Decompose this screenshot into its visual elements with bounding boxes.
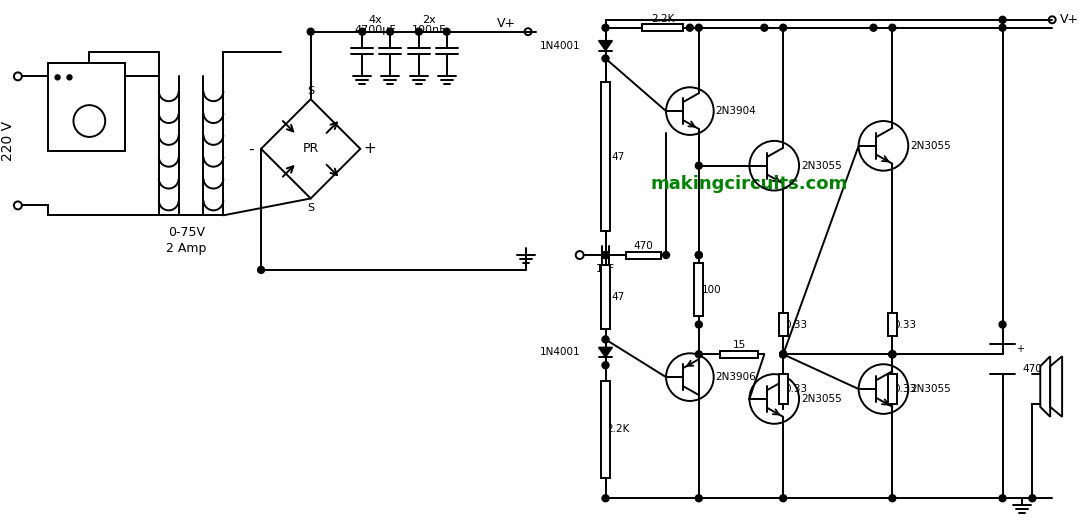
Circle shape: [602, 252, 609, 258]
Text: 0.33: 0.33: [784, 319, 808, 330]
Text: 2N3055: 2N3055: [911, 384, 951, 394]
Circle shape: [780, 351, 787, 358]
Bar: [888, 313, 897, 336]
Text: -: -: [248, 141, 254, 157]
Text: 2N3055: 2N3055: [911, 141, 951, 151]
Circle shape: [999, 321, 1006, 328]
Circle shape: [308, 28, 314, 35]
Circle shape: [55, 75, 60, 80]
Circle shape: [695, 351, 702, 358]
Text: 2N3055: 2N3055: [801, 161, 842, 171]
Circle shape: [67, 75, 72, 80]
Text: 15: 15: [733, 341, 746, 350]
Circle shape: [602, 55, 609, 62]
Text: 2N3904: 2N3904: [715, 106, 756, 116]
Circle shape: [686, 24, 694, 31]
Text: 0-75V: 0-75V: [168, 226, 205, 239]
Circle shape: [258, 266, 264, 274]
Bar: [779, 374, 788, 404]
Circle shape: [695, 162, 702, 169]
Circle shape: [780, 351, 787, 358]
Text: 2N3906: 2N3906: [715, 372, 756, 382]
Circle shape: [780, 495, 787, 502]
Text: 4x: 4x: [368, 15, 382, 25]
Polygon shape: [1050, 356, 1062, 417]
Text: makingcircuits.com: makingcircuits.com: [651, 175, 848, 192]
Circle shape: [695, 252, 702, 258]
Circle shape: [870, 24, 877, 31]
Circle shape: [695, 495, 702, 502]
Circle shape: [889, 495, 896, 502]
Circle shape: [999, 24, 1006, 31]
Bar: [695, 263, 704, 316]
Bar: [47, 63, 125, 151]
Bar: [642, 24, 683, 31]
Text: 2.2K: 2.2K: [606, 424, 630, 434]
Circle shape: [602, 252, 609, 258]
Circle shape: [761, 24, 768, 31]
Text: 1μF: 1μF: [596, 264, 615, 274]
Bar: [888, 374, 897, 404]
Text: +: +: [364, 141, 377, 157]
Bar: [626, 252, 660, 258]
Text: 100nF: 100nF: [411, 25, 446, 35]
Text: 220 V: 220 V: [1, 121, 15, 161]
Polygon shape: [599, 41, 613, 50]
Text: 1N4001: 1N4001: [541, 347, 581, 357]
Circle shape: [386, 28, 394, 35]
Bar: [601, 265, 610, 329]
Circle shape: [889, 351, 896, 358]
Text: PR: PR: [302, 142, 318, 155]
Text: 470: 470: [633, 241, 653, 251]
Text: 4700μF: 4700μF: [1023, 364, 1061, 374]
Bar: [720, 351, 759, 358]
Text: 2.2K: 2.2K: [651, 14, 674, 24]
Text: 2 Amp: 2 Amp: [166, 242, 207, 255]
Circle shape: [443, 28, 450, 35]
Circle shape: [889, 24, 896, 31]
Circle shape: [602, 24, 609, 31]
Text: 2N3055: 2N3055: [801, 394, 842, 404]
Circle shape: [415, 28, 422, 35]
Text: +: +: [1041, 370, 1049, 379]
Text: 47: 47: [612, 292, 625, 302]
Circle shape: [889, 351, 896, 358]
Text: S: S: [308, 203, 314, 213]
Circle shape: [602, 495, 609, 502]
Text: 1N4001: 1N4001: [541, 41, 581, 50]
Text: 0.33: 0.33: [784, 384, 808, 394]
Bar: [779, 313, 788, 336]
Bar: [601, 82, 610, 231]
Text: 100: 100: [702, 285, 722, 295]
Circle shape: [359, 28, 366, 35]
Text: S: S: [308, 86, 314, 96]
Circle shape: [602, 362, 609, 369]
Text: V+: V+: [497, 17, 516, 30]
Text: 4700μF: 4700μF: [354, 25, 396, 35]
Bar: [601, 381, 610, 478]
Circle shape: [780, 351, 787, 358]
Circle shape: [1029, 495, 1036, 502]
Circle shape: [889, 351, 896, 358]
Circle shape: [602, 252, 609, 258]
Circle shape: [999, 495, 1006, 502]
Text: +: +: [1016, 344, 1024, 354]
Text: V+: V+: [1061, 14, 1079, 27]
Circle shape: [695, 24, 702, 31]
Circle shape: [695, 252, 702, 258]
Circle shape: [602, 336, 609, 343]
Text: 2x: 2x: [422, 15, 436, 25]
Circle shape: [999, 16, 1006, 23]
Polygon shape: [1040, 356, 1050, 417]
Circle shape: [695, 321, 702, 328]
Polygon shape: [599, 347, 613, 357]
Circle shape: [663, 252, 670, 258]
Circle shape: [780, 351, 787, 358]
Circle shape: [780, 24, 787, 31]
Text: -: -: [1043, 399, 1047, 408]
Text: 0.33: 0.33: [893, 319, 917, 330]
Text: 47: 47: [612, 152, 625, 162]
Text: 0.33: 0.33: [893, 384, 917, 394]
